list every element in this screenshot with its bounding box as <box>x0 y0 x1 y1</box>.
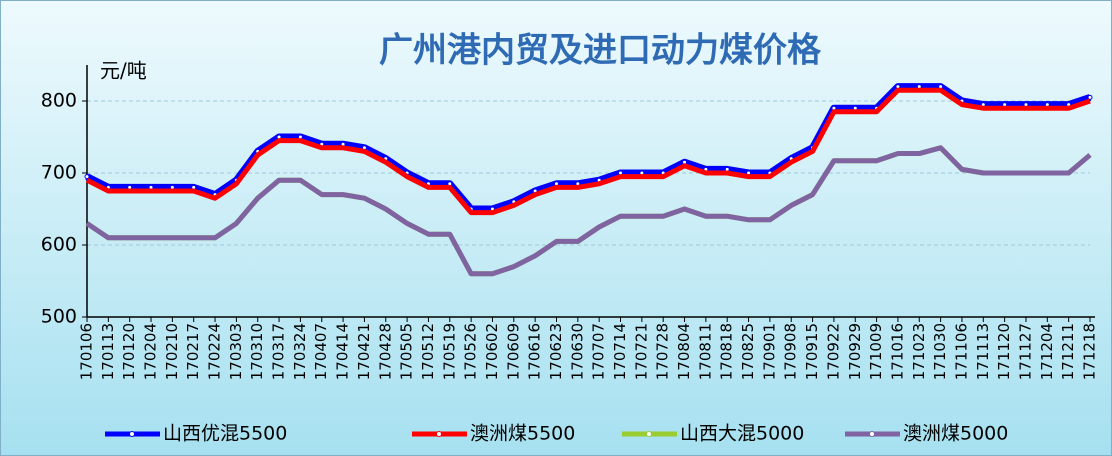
x-tick-label: 170505 <box>398 323 416 380</box>
x-tick-label: 170317 <box>270 323 288 380</box>
legend-marker <box>869 431 875 437</box>
legend-label: 山西大混5000 <box>680 423 804 445</box>
x-tick-label: 170630 <box>568 323 586 380</box>
x-tick-label: 171113 <box>974 323 992 380</box>
x-tick-label: 170210 <box>163 323 181 380</box>
x-tick-label: 171120 <box>995 323 1013 380</box>
x-tick-label: 170922 <box>824 323 842 380</box>
x-tick-label: 171016 <box>888 323 906 380</box>
x-tick-label: 170714 <box>611 323 629 380</box>
x-tick-label: 170728 <box>654 323 672 380</box>
x-tick-label: 171204 <box>1038 323 1056 380</box>
x-tick-label: 170106 <box>78 323 96 380</box>
legend-label: 山西优混5500 <box>163 423 287 445</box>
point <box>1087 94 1093 100</box>
y-tick-label: 700 <box>41 162 77 184</box>
x-tick-label: 170407 <box>312 323 330 380</box>
legend-marker <box>129 431 135 437</box>
y-axis-label: 元/吨 <box>100 59 147 83</box>
series-line <box>85 87 1091 216</box>
x-tick-label: 170915 <box>803 323 821 380</box>
series-line <box>85 145 1092 277</box>
x-tick-label: 170616 <box>526 323 544 380</box>
x-tick-label: 170804 <box>675 323 693 380</box>
x-tick-label: 171030 <box>931 323 949 380</box>
x-tick-label: 170324 <box>291 323 309 380</box>
x-tick-label: 170825 <box>739 323 757 380</box>
x-tick-label: 170204 <box>142 323 160 380</box>
y-tick-label: 500 <box>41 306 77 328</box>
x-tick-label: 170602 <box>483 323 501 380</box>
x-tick-label: 170811 <box>696 323 714 380</box>
x-tick-label: 170908 <box>782 323 800 380</box>
x-tick-label: 170120 <box>120 323 138 380</box>
x-tick-label: 171218 <box>1081 323 1099 380</box>
x-tick-label: 171211 <box>1059 323 1077 380</box>
legend-marker <box>646 431 652 437</box>
legend-label: 澳洲煤5500 <box>470 423 575 445</box>
x-tick-label: 170526 <box>462 323 480 380</box>
x-tick-label: 170310 <box>248 323 266 380</box>
x-tick-label: 170303 <box>227 323 245 380</box>
y-tick-label: 600 <box>41 234 77 256</box>
x-tick-label: 170609 <box>504 323 522 380</box>
x-tick-label: 170929 <box>846 323 864 380</box>
x-tick-label: 171023 <box>910 323 928 380</box>
x-tick-label: 170414 <box>334 323 352 380</box>
x-tick-label: 170623 <box>547 323 565 380</box>
x-tick-label: 170512 <box>419 323 437 380</box>
x-tick-label: 171106 <box>952 323 970 380</box>
x-tick-label: 171009 <box>867 323 885 380</box>
legend-label: 澳洲煤5000 <box>903 423 1008 445</box>
legend-marker <box>436 431 442 437</box>
x-tick-label: 171127 <box>1016 323 1034 380</box>
y-tick-label: 800 <box>41 90 77 112</box>
x-tick-label: 170224 <box>206 323 224 380</box>
x-tick-label: 170707 <box>590 323 608 380</box>
x-tick-label: 170428 <box>376 323 394 380</box>
x-tick-label: 170721 <box>632 323 650 380</box>
x-tick-label: 170519 <box>440 323 458 380</box>
x-tick-label: 170217 <box>184 323 202 380</box>
x-tick-label: 170901 <box>760 323 778 380</box>
chart-title: 广州港内贸及进口动力煤价格 <box>379 31 822 71</box>
x-tick-label: 170818 <box>718 323 736 380</box>
x-tick-label: 170113 <box>99 323 117 380</box>
x-tick-label: 170421 <box>355 323 373 380</box>
point <box>84 174 90 180</box>
